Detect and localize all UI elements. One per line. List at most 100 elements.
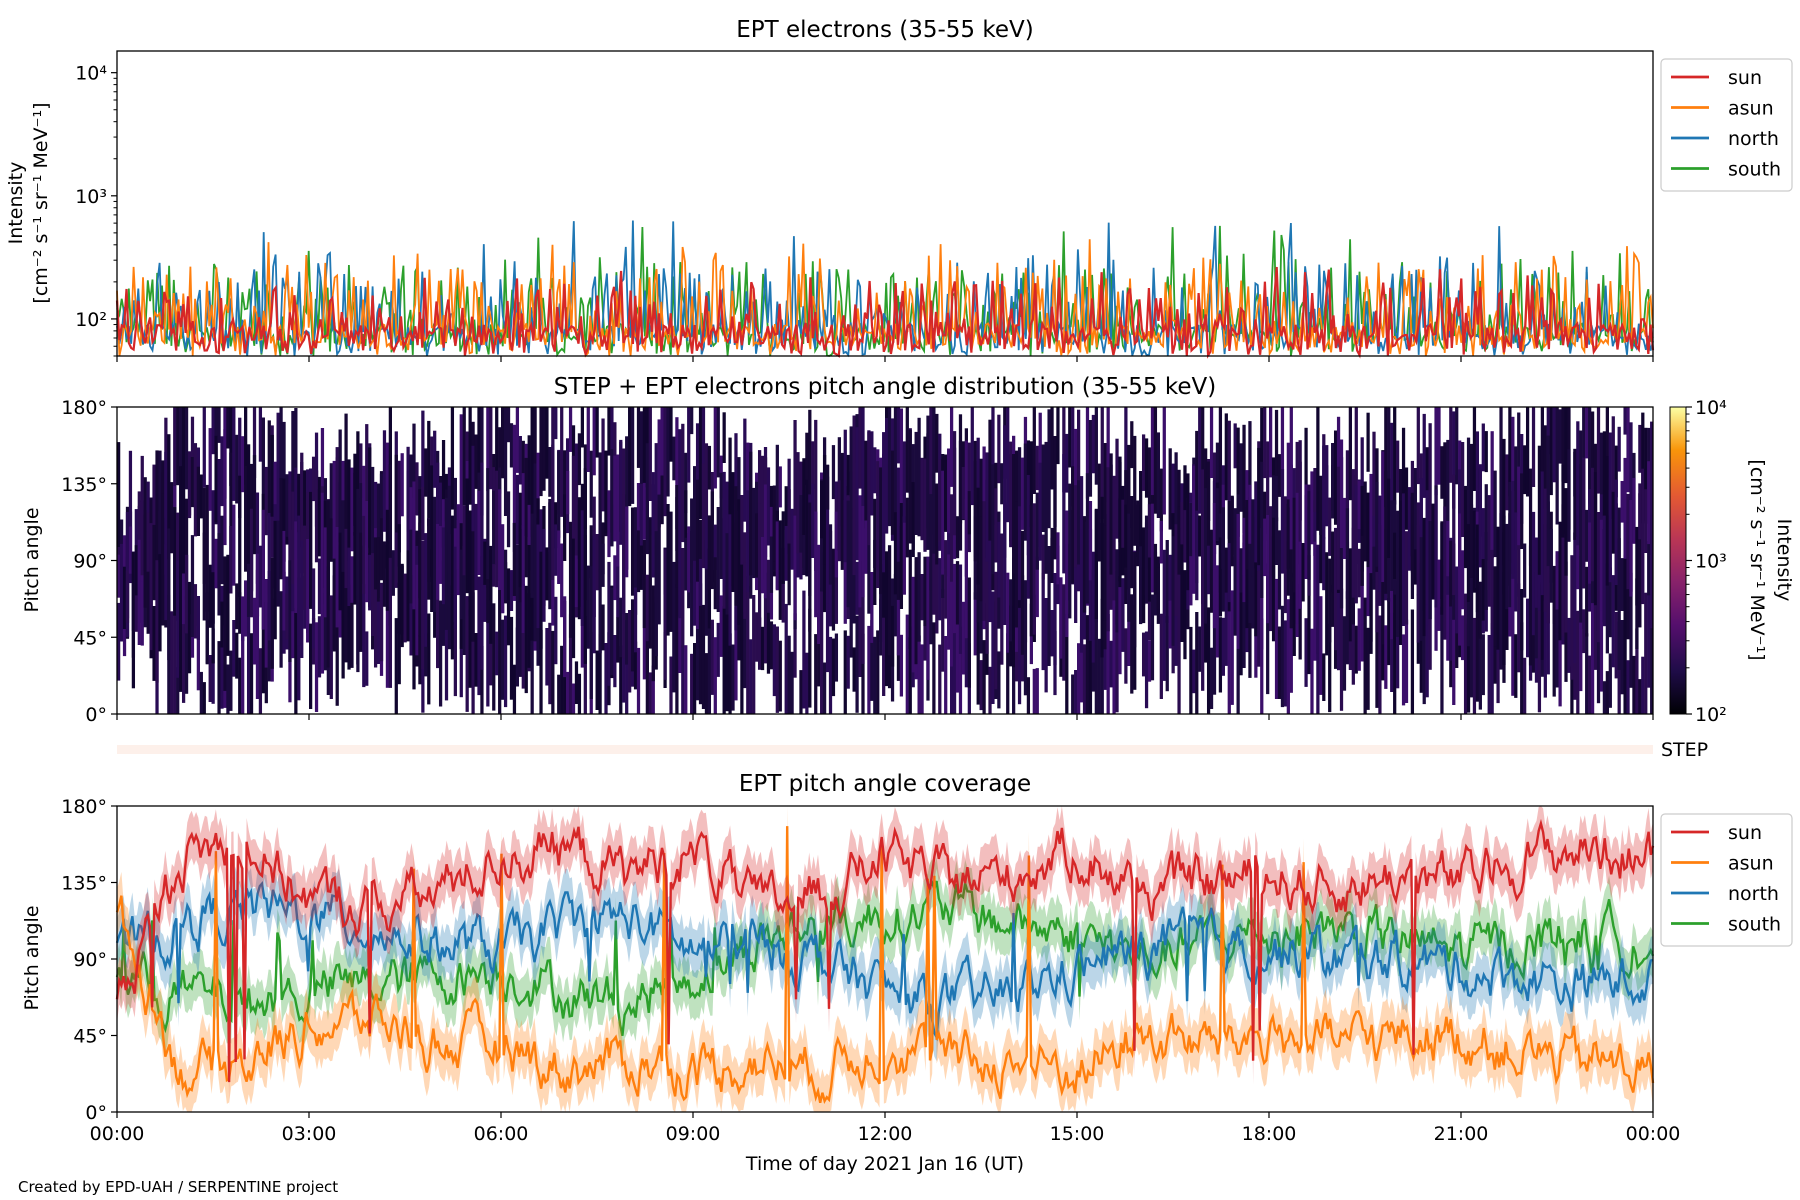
pad-heatmap-cell — [477, 490, 481, 575]
pad-heatmap-cell — [235, 583, 239, 630]
pad-heatmap-cell — [1570, 555, 1574, 680]
pad-heatmap-cell — [1384, 407, 1388, 508]
pad-heatmap-cell — [1153, 543, 1158, 595]
pad-heatmap-cell — [941, 589, 945, 672]
pad-heatmap-cell — [409, 487, 413, 555]
pad-heatmap-cell — [772, 485, 776, 562]
pad-heatmap-cell — [471, 531, 475, 642]
pad-heatmap-cell — [1514, 446, 1518, 551]
pad-heatmap-cell — [258, 648, 263, 714]
pad-heatmap-cell — [1481, 423, 1485, 472]
pad-heatmap-cell — [1487, 635, 1491, 714]
pad-heatmap-cell — [988, 419, 992, 541]
pad-heatmap-cell — [1564, 534, 1568, 633]
pad-heatmap-cell — [433, 430, 437, 488]
pad-heatmap-cell — [1496, 526, 1500, 650]
pad-heatmap-cell — [899, 503, 904, 609]
pad-heatmap-cell — [896, 599, 901, 656]
pad-heatmap-cell — [1588, 655, 1592, 714]
pad-heatmap-cell — [167, 434, 171, 560]
pad-heatmap-cell — [1035, 445, 1039, 491]
pad-heatmap-cell — [607, 561, 611, 686]
pad-heatmap-cell — [394, 618, 398, 714]
pad-heatmap-cell — [560, 407, 564, 462]
pad-heatmap-cell — [1144, 438, 1149, 498]
pad-heatmap-cell — [1422, 619, 1426, 705]
pad-heatmap-cell — [1236, 427, 1240, 537]
pad-heatmap-cell — [1257, 447, 1261, 566]
pad-heatmap-cell — [743, 563, 747, 689]
pad-heatmap-cell — [760, 537, 765, 594]
pad-heatmap-cell — [226, 664, 230, 714]
pad-heatmap-cell — [143, 477, 147, 608]
pad-heatmap-cell — [1611, 575, 1615, 668]
pad-heatmap-cell — [648, 407, 652, 501]
pad-heatmap-cell — [820, 587, 824, 714]
pad-heatmap-cell — [1271, 475, 1276, 518]
pad-heatmap-cell — [1434, 595, 1438, 651]
pad-heatmap-cell — [273, 461, 277, 524]
pad-heatmap-cell — [1561, 407, 1565, 482]
pad-heatmap-cell — [1003, 425, 1007, 558]
pad-heatmap-cell — [1313, 500, 1317, 556]
pad-heatmap-cell — [117, 554, 121, 598]
pad-heatmap-cell — [1440, 606, 1444, 714]
pad-heatmap-cell — [557, 674, 561, 714]
pad-heatmap-cell — [524, 585, 528, 694]
pad-heatmap-cell — [1561, 464, 1565, 538]
pad-heatmap-cell — [235, 632, 239, 679]
intensity-legend-label-north: north — [1728, 128, 1779, 150]
intensity-ytick-label: 10² — [75, 309, 107, 331]
pad-heatmap-cell — [306, 492, 310, 570]
pad-heatmap-cell — [911, 576, 915, 673]
pad-heatmap-cell — [1074, 670, 1078, 714]
pad-heatmap-cell — [474, 509, 478, 591]
pad-heatmap-cell — [1372, 431, 1376, 529]
pad-heatmap-cell — [229, 452, 233, 564]
coverage-xtick-label: 00:00 — [90, 1123, 145, 1145]
pad-heatmap-cell — [128, 450, 133, 584]
pad-heatmap-cell — [923, 600, 927, 661]
pad-heatmap-cell — [663, 549, 667, 680]
pad-heatmap-cell — [1062, 407, 1066, 493]
pad-heatmap-cell — [1487, 495, 1491, 607]
pad-heatmap-cell — [1410, 609, 1415, 714]
pad-heatmap-cell — [1528, 545, 1533, 666]
pad-heatmap-cell — [1118, 456, 1122, 588]
pad-heatmap-cell — [1133, 551, 1137, 648]
pad-heatmap-cell — [397, 480, 401, 553]
pad-heatmap-cell — [548, 499, 552, 610]
pad-heatmap-cell — [961, 601, 966, 675]
pad-heatmap-cell — [1012, 454, 1016, 574]
pad-heatmap-cell — [1313, 468, 1317, 513]
coverage-y-ticks: 0° 45° 90° 135° 180° — [61, 796, 117, 1124]
pad-heatmap-cell — [1458, 513, 1462, 646]
pad-heatmap-cell — [1186, 473, 1190, 591]
pad-heatmap-cell — [1443, 506, 1447, 640]
pad-heatmap-cell — [1475, 579, 1480, 702]
pad-heatmap-cell — [190, 457, 195, 508]
pad-heatmap-cell — [509, 423, 514, 468]
pad-heatmap-cell — [267, 571, 271, 641]
pad-heatmap-cell — [1289, 581, 1293, 693]
pad-heatmap-cell — [1629, 572, 1633, 688]
pad-heatmap-cell — [1150, 503, 1155, 593]
pad-heatmap-cell — [1490, 549, 1494, 630]
pad-heatmap-cell — [1023, 580, 1028, 643]
pad-heatmap-cell — [1641, 468, 1645, 605]
pad-heatmap-cell — [805, 652, 809, 714]
pad-heatmap-cell — [592, 535, 596, 654]
pad-heatmap-cell — [867, 625, 871, 714]
pad-heatmap-cell — [341, 571, 345, 679]
pad-heatmap-cell — [1602, 431, 1607, 517]
pad-heatmap-cell — [1434, 489, 1438, 608]
pad-heatmap-cell — [518, 580, 522, 677]
pad-heatmap-cell — [1115, 606, 1119, 713]
pad-heatmap-cell — [1614, 445, 1618, 498]
pad-heatmap-cell — [344, 588, 348, 663]
pad-heatmap-cell — [1608, 567, 1612, 638]
pad-heatmap-cell — [1212, 503, 1217, 629]
pad-heatmap-cell — [1150, 407, 1155, 503]
pad-heatmap-cell — [176, 667, 180, 714]
pad-heatmap-cell — [241, 596, 245, 714]
